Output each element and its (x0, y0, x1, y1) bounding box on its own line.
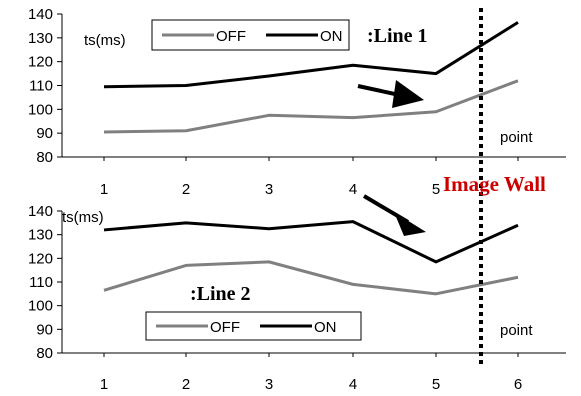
y-tick-label: 140 (28, 6, 53, 23)
series-line-off (103, 260, 519, 296)
image-wall-label: Image Wall (443, 172, 546, 196)
x-tick-label: 2 (182, 376, 190, 393)
x-tick-label: 3 (265, 181, 273, 198)
x-tick-label: 1 (100, 181, 108, 198)
series-line-on (103, 21, 519, 89)
x-tick-label: 5 (432, 181, 440, 198)
chart-line-label: :Line 2 (190, 283, 251, 305)
legend-label-off: OFF (216, 28, 246, 45)
arrow-top (357, 80, 424, 108)
x-tick-label: 6 (514, 376, 522, 393)
y-tick-label: 80 (36, 149, 53, 166)
x-tick-label: 5 (432, 376, 440, 393)
x-tick-label: 4 (349, 376, 357, 393)
x-axis-label: point (500, 322, 533, 339)
y-tick-label: 120 (28, 250, 53, 267)
y-axis-label: ts(ms) (62, 209, 104, 226)
bottom-chart-panel: 80 90 100 110 120 130 140 1 2 3 4 5 6 ts(ms) point :Lin… (28, 203, 566, 393)
x-tick-label: 4 (349, 181, 357, 198)
series-line-on (103, 220, 519, 264)
x-axis-label: point (500, 129, 533, 146)
x-tick-label: 1 (100, 376, 108, 393)
y-tick-label: 120 (28, 54, 53, 71)
y-tick-label: 90 (36, 125, 53, 142)
legend-label-on: ON (320, 28, 343, 45)
y-tick-label: 100 (28, 298, 53, 315)
x-tick-label: 2 (182, 181, 190, 198)
y-tick-label: 130 (28, 227, 53, 244)
y-tick-label: 130 (28, 30, 53, 47)
y-tick-label: 100 (28, 101, 53, 118)
arrow-bottom (362, 194, 426, 236)
y-tick-label: 90 (36, 321, 53, 338)
x-tick-label: 3 (265, 376, 273, 393)
y-tick-label: 110 (29, 274, 53, 291)
legend: OFF ON (151, 19, 350, 51)
y-tick-label: 140 (28, 203, 53, 220)
y-tick-label: 110 (29, 78, 53, 95)
legend: OFF ON (145, 311, 362, 341)
legend-label-off: OFF (210, 319, 240, 336)
chart-line-label: :Line 1 (367, 25, 428, 47)
series-line-off (103, 79, 519, 134)
legend-label-on: ON (314, 319, 337, 336)
y-axis-label: ts(ms) (84, 32, 126, 49)
y-tick-label: 80 (36, 345, 53, 362)
top-chart-panel: 80 90 100 110 120 130 140 1 2 3 4 5 ts(ms) point :Line… (28, 6, 566, 198)
